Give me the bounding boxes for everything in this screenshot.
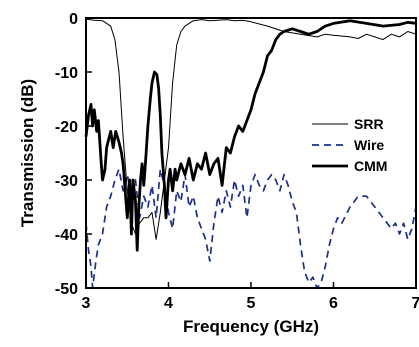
series-layer (84, 18, 417, 289)
x-tick-label: 3 (82, 295, 91, 312)
tick-layer: 3 4 5 6 7 -50 -40 -30 -20 -10 0 (55, 11, 419, 312)
x-tick-label: 4 (164, 295, 173, 312)
y-tick-label: -20 (55, 119, 78, 136)
x-tick-label: 5 (247, 295, 256, 312)
y-tick-label: -50 (55, 281, 78, 298)
x-tick-label: 7 (412, 295, 419, 312)
y-tick-label: -40 (55, 227, 78, 244)
y-tick-label: -30 (55, 173, 78, 190)
legend-label-cmm: CMM (354, 158, 387, 174)
plot-frame (85, 17, 417, 289)
series-line-cmm (84, 19, 417, 252)
legend-label-wire: Wire (354, 137, 384, 153)
legend-label-srr: SRR (354, 116, 384, 132)
y-tick-label: -10 (55, 65, 78, 82)
x-axis-label: Frequency (GHz) (183, 317, 319, 336)
y-tick-label: 0 (69, 11, 78, 28)
legend: SRR Wire CMM (312, 116, 387, 174)
x-tick-label: 6 (329, 295, 338, 312)
y-axis-label: Transmission (dB) (18, 79, 37, 227)
